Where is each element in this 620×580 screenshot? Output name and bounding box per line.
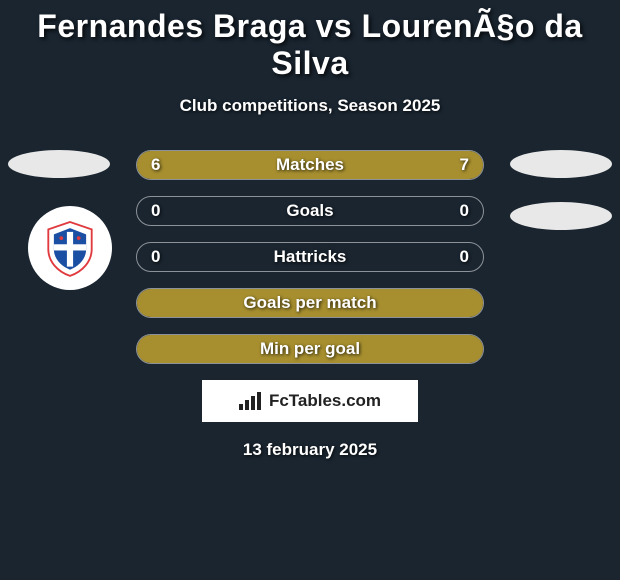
stat-value-right: 7	[460, 155, 469, 175]
player-photo-left-placeholder	[8, 150, 110, 178]
club-crest-icon	[39, 217, 101, 279]
subtitle: Club competitions, Season 2025	[0, 96, 620, 116]
stat-value-left: 0	[151, 201, 160, 221]
stat-label: Min per goal	[260, 339, 360, 359]
comparison-area: 6 Matches 7 0 Goals 0 0 Hattricks 0 Goals per mat…	[0, 150, 620, 460]
bars-icon	[239, 392, 263, 410]
stat-label: Goals per match	[243, 293, 376, 313]
comparison-card: Fernandes Braga vs LourenÃ§o da Silva Cl…	[0, 0, 620, 460]
stat-row: Min per goal	[136, 334, 484, 364]
club-badge-left	[28, 206, 112, 290]
stat-row: Goals per match	[136, 288, 484, 318]
club-badge-right-placeholder	[510, 202, 612, 230]
date-line: 13 february 2025	[0, 440, 620, 460]
brand-text: FcTables.com	[269, 391, 381, 411]
page-title: Fernandes Braga vs LourenÃ§o da Silva	[0, 8, 620, 82]
stat-rows: 6 Matches 7 0 Goals 0 0 Hattricks 0 Goals per mat…	[136, 150, 484, 364]
stat-fill-left	[137, 151, 296, 179]
stat-row: 0 Goals 0	[136, 196, 484, 226]
stat-label: Goals	[286, 201, 333, 221]
stat-value-right: 0	[460, 201, 469, 221]
stat-label: Hattricks	[274, 247, 347, 267]
stat-value-left: 6	[151, 155, 160, 175]
stat-value-left: 0	[151, 247, 160, 267]
stat-value-right: 0	[460, 247, 469, 267]
stat-row: 6 Matches 7	[136, 150, 484, 180]
stat-label: Matches	[276, 155, 344, 175]
player-photo-right-placeholder	[510, 150, 612, 178]
brand-box: FcTables.com	[202, 380, 418, 422]
stat-row: 0 Hattricks 0	[136, 242, 484, 272]
